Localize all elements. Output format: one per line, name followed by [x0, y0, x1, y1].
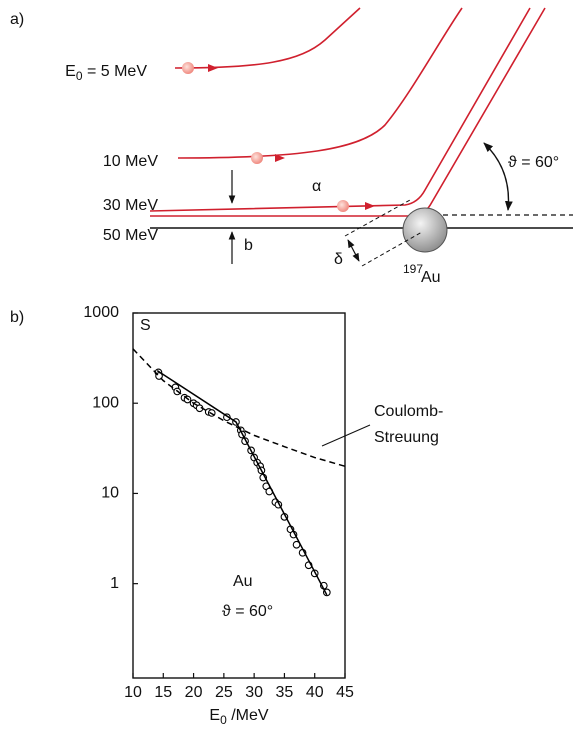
angle-arc: [483, 142, 513, 211]
arrow: [365, 202, 375, 210]
x-tick-label: 15: [154, 684, 172, 701]
y-tick-label: 1000: [83, 304, 119, 321]
label-part: 0: [76, 69, 83, 83]
y-tick-label: 10: [101, 485, 119, 502]
x-tick-label: 30: [245, 684, 263, 701]
panel-label: b): [10, 309, 24, 326]
energy-label: 10 MeV: [103, 153, 158, 170]
guide-line: [344, 199, 411, 237]
leader-line: [321, 424, 371, 447]
label-part: 0: [220, 713, 227, 727]
label-part: /MeV: [227, 707, 269, 724]
energy-label: 30 MeV: [103, 197, 158, 214]
label-part: = 5 MeV: [83, 63, 148, 80]
trajectory: [149, 7, 531, 212]
element-label: Au: [421, 269, 441, 286]
coulomb-curve: [132, 348, 346, 467]
alpha-particle: [337, 200, 349, 212]
b-label: b: [244, 237, 253, 254]
y-tick-label: 1: [110, 575, 119, 592]
y-axis-label: S: [140, 317, 151, 334]
y-tick-label: 100: [92, 394, 119, 411]
panel-label: a): [10, 11, 24, 28]
nucleus: [402, 207, 448, 253]
label-part: E: [65, 63, 76, 80]
arrow: [275, 154, 285, 162]
x-tick-label: 20: [185, 684, 203, 701]
x-tick-label: 25: [215, 684, 233, 701]
x-tick-label: 45: [336, 684, 354, 701]
angle-label: ϑ = 60°: [508, 154, 559, 171]
alpha-label: α: [312, 178, 321, 195]
energy-label: 50 MeV: [103, 227, 158, 244]
x-tick-label: 40: [306, 684, 324, 701]
x-axis-label: E0 /MeV: [209, 707, 268, 727]
annotation: Au: [233, 573, 253, 590]
panel-b: b) S Coulomb- Streuung Au ϑ = 60° E0 /Me…: [10, 304, 443, 727]
fit-line: [156, 369, 328, 596]
annotation: Coulomb-: [374, 403, 443, 420]
panel-a: a) E0 = 5 MeV 10 MeV 30 MeV 50 MeV α b δ…: [10, 7, 573, 286]
annotation: ϑ = 60°: [222, 603, 273, 620]
trajectory: [150, 7, 546, 217]
plot-frame: [132, 312, 346, 679]
arrow: [208, 64, 218, 72]
x-tick-label: 35: [276, 684, 294, 701]
alpha-particle: [251, 152, 263, 164]
annotation: Streuung: [374, 429, 439, 446]
x-tick-label: 10: [124, 684, 142, 701]
delta-label: δ: [334, 251, 343, 268]
mass-label: 197: [403, 262, 423, 276]
alpha-particle: [182, 62, 194, 74]
arrow: [347, 239, 360, 262]
trajectory: [174, 7, 361, 69]
trajectory: [177, 7, 463, 159]
label-part: E: [209, 707, 220, 724]
energy-label: E0 = 5 MeV: [65, 63, 147, 83]
guide-line: [361, 231, 423, 267]
